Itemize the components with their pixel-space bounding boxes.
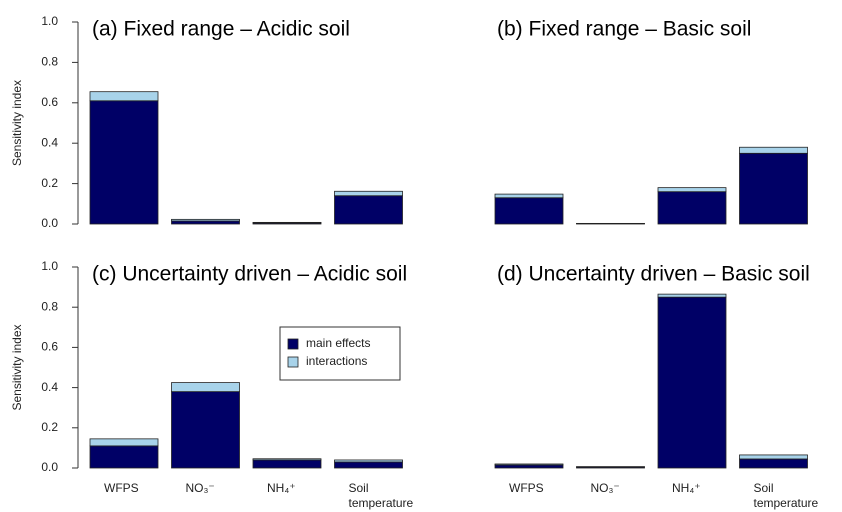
bar-segment bbox=[739, 458, 808, 469]
panel-title: (a) Fixed range – Acidic soil bbox=[92, 18, 350, 41]
bar-segment bbox=[334, 461, 403, 469]
x-tick-label: NH₄⁺ bbox=[672, 481, 701, 495]
bar-segment bbox=[171, 220, 240, 225]
y-tick-label: 0.2 bbox=[41, 420, 58, 434]
legend-label: interactions bbox=[306, 354, 367, 368]
bar-segment bbox=[89, 91, 159, 102]
bar-segment bbox=[334, 190, 403, 197]
bar-segment bbox=[252, 221, 322, 224]
bar-segment bbox=[334, 195, 403, 225]
bar-segment bbox=[89, 438, 159, 447]
legend-label: main effects bbox=[306, 336, 370, 350]
bar-segment bbox=[657, 187, 727, 193]
bar-segment bbox=[739, 146, 808, 154]
panel-title: (d) Uncertainty driven – Basic soil bbox=[497, 263, 810, 286]
x-tick-label: Soil temperature bbox=[753, 481, 819, 510]
bar-segment bbox=[657, 296, 727, 469]
y-tick-label: 0.2 bbox=[41, 176, 58, 190]
panel-title: (c) Uncertainty driven – Acidic soil bbox=[92, 263, 407, 286]
legend-swatch bbox=[287, 356, 299, 368]
bar-segment bbox=[739, 152, 808, 225]
x-tick-label: WFPS bbox=[104, 481, 139, 495]
y-tick-label: 0.4 bbox=[41, 380, 58, 394]
y-tick-label: 1.0 bbox=[41, 259, 58, 273]
y-axis-label: Sensitivity index bbox=[10, 80, 24, 166]
y-tick-label: 0.6 bbox=[41, 340, 58, 354]
y-tick-label: 0.8 bbox=[41, 55, 58, 69]
bar-segment bbox=[494, 463, 564, 466]
bar-segment bbox=[494, 193, 564, 199]
bar-segment bbox=[657, 191, 727, 225]
bar-segment bbox=[252, 458, 322, 461]
legend-swatch bbox=[287, 338, 299, 350]
x-tick-label: WFPS bbox=[509, 481, 544, 495]
bar-segment bbox=[657, 293, 727, 298]
x-tick-label: NO₃⁻ bbox=[590, 481, 620, 495]
bar-segment bbox=[334, 459, 403, 463]
x-tick-label: NO₃⁻ bbox=[185, 481, 215, 495]
bar-segment bbox=[89, 100, 159, 225]
y-tick-label: 0.0 bbox=[41, 460, 58, 474]
y-tick-label: 0.0 bbox=[41, 216, 58, 230]
legend-box bbox=[279, 326, 401, 381]
y-tick-label: 0.6 bbox=[41, 95, 58, 109]
bar-segment bbox=[171, 382, 240, 393]
bar-segment bbox=[89, 445, 159, 469]
x-tick-label: NH₄⁺ bbox=[267, 481, 296, 495]
y-axis-label: Sensitivity index bbox=[10, 324, 24, 410]
bar-segment bbox=[494, 464, 564, 469]
bar-segment bbox=[171, 218, 240, 222]
bar-segment bbox=[252, 459, 322, 469]
y-tick-label: 0.4 bbox=[41, 135, 58, 149]
bar-segment bbox=[739, 454, 808, 460]
y-tick-label: 1.0 bbox=[41, 14, 58, 28]
bar-segment bbox=[494, 197, 564, 225]
x-tick-label: Soil temperature bbox=[348, 481, 414, 510]
panel-title: (b) Fixed range – Basic soil bbox=[497, 18, 751, 41]
bar-segment bbox=[171, 391, 240, 469]
y-tick-label: 0.8 bbox=[41, 299, 58, 313]
